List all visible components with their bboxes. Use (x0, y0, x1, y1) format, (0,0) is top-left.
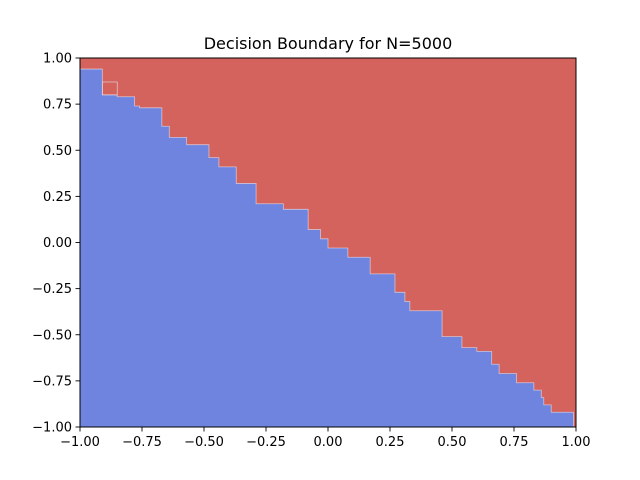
x-tick-label: −0.25 (246, 435, 286, 450)
x-tick-label: −1.00 (60, 435, 100, 450)
y-tick-label: 0.75 (43, 98, 72, 113)
plot-area (79, 57, 577, 428)
class-region-below (80, 69, 574, 427)
y-tick-label: 0.00 (43, 236, 72, 251)
x-tick-label: −0.75 (122, 435, 162, 450)
x-axis: −1.00 −0.75 −0.50 −0.25 0.00 0.25 0.50 0.75 1.00 (60, 427, 590, 450)
boundary-islands (102, 81, 118, 96)
y-tick-label: 0.25 (43, 190, 72, 205)
x-tick-label: 1.00 (562, 435, 591, 450)
x-tick-label: 0.50 (438, 435, 467, 450)
x-tick-label: 0.25 (376, 435, 405, 450)
x-tick-label: −0.50 (184, 435, 224, 450)
x-tick-label: 0.75 (500, 435, 529, 450)
decision-boundary-line (80, 68, 574, 427)
y-tick-label: −0.25 (32, 282, 72, 297)
y-tick-label: −1.00 (32, 421, 72, 436)
x-tick-label: 0.00 (314, 435, 343, 450)
y-tick-label: −0.50 (32, 328, 72, 343)
boundary-island-0 (102, 81, 118, 96)
chart-title: Decision Boundary for N=5000 (204, 34, 453, 53)
y-tick-label: 1.00 (43, 52, 72, 67)
y-tick-label: −0.75 (32, 374, 72, 389)
y-axis: −1.00 −0.75 −0.50 −0.25 0.00 0.25 0.50 0.75 1.00 (32, 52, 80, 436)
y-tick-label: 0.50 (43, 144, 72, 159)
